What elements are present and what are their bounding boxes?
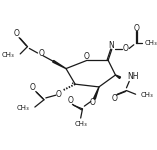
- Text: O: O: [123, 44, 128, 53]
- Polygon shape: [115, 75, 121, 79]
- Text: O: O: [83, 52, 89, 61]
- Text: CH₃: CH₃: [145, 40, 157, 46]
- Text: O: O: [56, 90, 62, 99]
- Text: O: O: [134, 24, 139, 33]
- Text: O: O: [112, 94, 117, 103]
- Text: CH₃: CH₃: [17, 105, 29, 111]
- Text: NH: NH: [127, 72, 139, 81]
- Polygon shape: [53, 60, 66, 69]
- Text: •: •: [70, 81, 73, 86]
- Text: N: N: [108, 41, 114, 50]
- Text: O: O: [14, 29, 19, 38]
- Text: O: O: [90, 98, 95, 107]
- Text: CH₃: CH₃: [2, 52, 15, 58]
- Text: O: O: [30, 83, 36, 92]
- Text: CH₃: CH₃: [74, 121, 87, 127]
- Text: CH₃: CH₃: [141, 92, 154, 98]
- Polygon shape: [94, 87, 99, 99]
- Text: O: O: [68, 96, 73, 105]
- Text: O: O: [38, 48, 44, 57]
